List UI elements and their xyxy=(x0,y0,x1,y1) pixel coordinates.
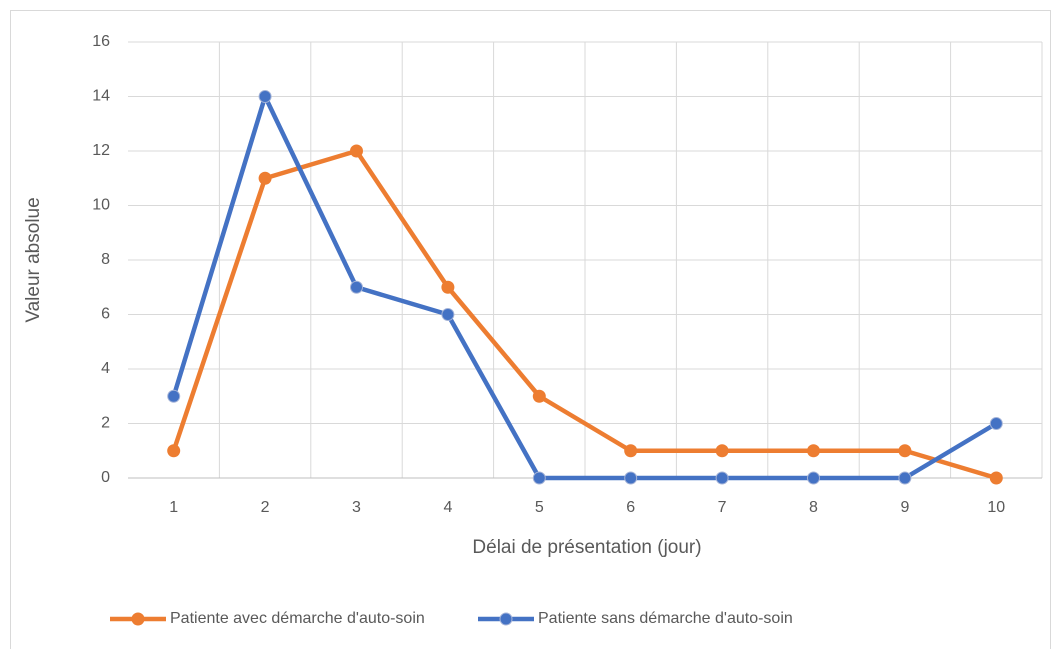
x-tick-label: 2 xyxy=(261,499,270,516)
y-tick-label: 0 xyxy=(101,469,110,486)
point xyxy=(441,280,455,294)
x-tick-label: 5 xyxy=(535,499,544,516)
x-tick-label: 9 xyxy=(900,499,909,516)
point xyxy=(898,444,912,458)
x-tick-label: 4 xyxy=(443,499,452,516)
point xyxy=(807,444,820,458)
point xyxy=(624,444,638,458)
legend-label: Patiente sans démarche d'auto-soin xyxy=(538,610,793,627)
x-tick-label: 6 xyxy=(626,499,635,516)
y-tick-label: 8 xyxy=(101,251,110,268)
point xyxy=(807,471,820,485)
point xyxy=(258,171,272,185)
point xyxy=(532,471,546,485)
point xyxy=(715,444,729,458)
y-tick-label: 16 xyxy=(92,33,110,50)
y-axis-title: Valeur absolue xyxy=(23,197,44,322)
y-tick-label: 4 xyxy=(101,360,110,377)
x-tick-label: 1 xyxy=(169,499,178,516)
x-tick-label: 3 xyxy=(352,499,361,516)
point xyxy=(532,389,546,403)
series-line xyxy=(171,148,997,481)
point xyxy=(715,471,729,485)
legend-marker xyxy=(131,612,145,626)
point xyxy=(167,444,181,458)
point xyxy=(350,144,363,158)
point xyxy=(350,280,363,294)
point xyxy=(989,471,1003,485)
point xyxy=(898,471,912,485)
chart-border xyxy=(10,10,1051,654)
y-tick-label: 6 xyxy=(101,306,110,323)
series-line xyxy=(171,94,998,481)
point xyxy=(624,471,638,485)
x-axis-title: Délai de présentation (jour) xyxy=(472,537,701,558)
point xyxy=(258,90,272,103)
y-tick-label: 10 xyxy=(92,197,110,214)
legend-label: Patiente avec démarche d'auto-soin xyxy=(170,610,425,627)
legend-marker xyxy=(499,612,513,626)
point xyxy=(441,308,455,321)
y-tick-label: 12 xyxy=(92,142,110,159)
x-tick-label: 8 xyxy=(809,499,818,516)
x-tick-label: 7 xyxy=(718,499,727,516)
point xyxy=(167,389,181,403)
y-tick-label: 14 xyxy=(92,88,110,105)
point xyxy=(989,417,1003,430)
x-tick-label: 10 xyxy=(987,499,1005,516)
y-tick-label: 2 xyxy=(101,415,110,432)
